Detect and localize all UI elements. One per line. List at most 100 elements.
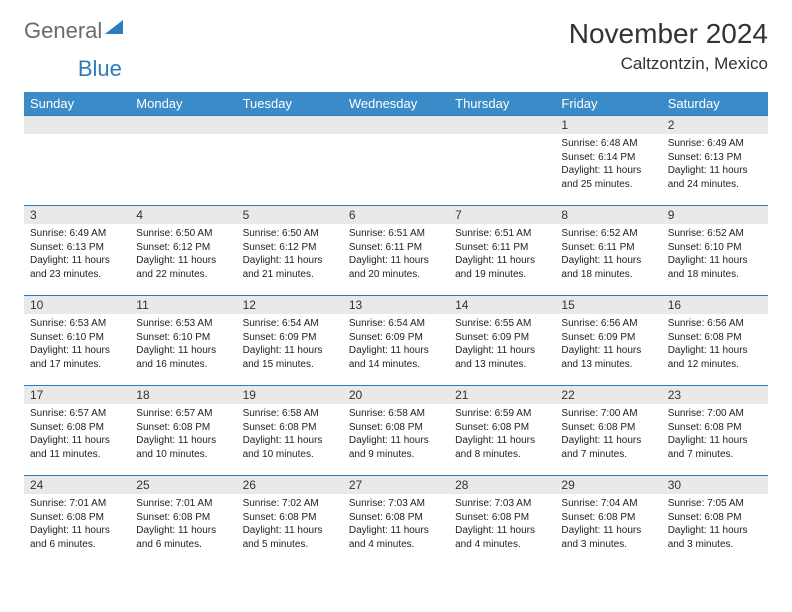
calendar-day-cell: 14Sunrise: 6:55 AMSunset: 6:09 PMDayligh…: [449, 296, 555, 386]
day-details: Sunrise: 6:54 AMSunset: 6:09 PMDaylight:…: [343, 314, 449, 375]
daylight-text: Daylight: 11 hours and 25 minutes.: [561, 164, 655, 191]
sunset-text: Sunset: 6:11 PM: [455, 241, 549, 255]
calendar-day-cell: 18Sunrise: 6:57 AMSunset: 6:08 PMDayligh…: [130, 386, 236, 476]
calendar-table: Sunday Monday Tuesday Wednesday Thursday…: [24, 92, 768, 566]
sunrise-text: Sunrise: 7:05 AM: [668, 497, 762, 511]
daylight-text: Daylight: 11 hours and 15 minutes.: [243, 344, 337, 371]
day-details: Sunrise: 6:49 AMSunset: 6:13 PMDaylight:…: [662, 134, 768, 195]
day-number: 19: [237, 386, 343, 404]
sunset-text: Sunset: 6:09 PM: [349, 331, 443, 345]
calendar-day-cell: 24Sunrise: 7:01 AMSunset: 6:08 PMDayligh…: [24, 476, 130, 566]
brand-part1: General: [24, 18, 102, 44]
sunset-text: Sunset: 6:08 PM: [243, 511, 337, 525]
day-number: 12: [237, 296, 343, 314]
sunrise-text: Sunrise: 6:57 AM: [30, 407, 124, 421]
day-details: Sunrise: 6:53 AMSunset: 6:10 PMDaylight:…: [130, 314, 236, 375]
calendar-day-cell: 16Sunrise: 6:56 AMSunset: 6:08 PMDayligh…: [662, 296, 768, 386]
daylight-text: Daylight: 11 hours and 22 minutes.: [136, 254, 230, 281]
calendar-week-row: 17Sunrise: 6:57 AMSunset: 6:08 PMDayligh…: [24, 386, 768, 476]
sunset-text: Sunset: 6:08 PM: [561, 511, 655, 525]
day-number: [237, 116, 343, 134]
day-number: 4: [130, 206, 236, 224]
sunrise-text: Sunrise: 7:00 AM: [668, 407, 762, 421]
calendar-body: 1Sunrise: 6:48 AMSunset: 6:14 PMDaylight…: [24, 116, 768, 566]
calendar-day-cell: 26Sunrise: 7:02 AMSunset: 6:08 PMDayligh…: [237, 476, 343, 566]
day-details: Sunrise: 6:52 AMSunset: 6:11 PMDaylight:…: [555, 224, 661, 285]
sunrise-text: Sunrise: 6:54 AM: [349, 317, 443, 331]
day-number: 25: [130, 476, 236, 494]
daylight-text: Daylight: 11 hours and 18 minutes.: [668, 254, 762, 281]
day-number: [449, 116, 555, 134]
day-details: Sunrise: 6:58 AMSunset: 6:08 PMDaylight:…: [343, 404, 449, 465]
calendar-day-cell: 6Sunrise: 6:51 AMSunset: 6:11 PMDaylight…: [343, 206, 449, 296]
weekday-header: Monday: [130, 92, 236, 116]
daylight-text: Daylight: 11 hours and 3 minutes.: [561, 524, 655, 551]
day-details: Sunrise: 7:03 AMSunset: 6:08 PMDaylight:…: [449, 494, 555, 555]
sunrise-text: Sunrise: 6:53 AM: [30, 317, 124, 331]
day-number: 3: [24, 206, 130, 224]
sunrise-text: Sunrise: 6:57 AM: [136, 407, 230, 421]
calendar-day-cell: 15Sunrise: 6:56 AMSunset: 6:09 PMDayligh…: [555, 296, 661, 386]
daylight-text: Daylight: 11 hours and 17 minutes.: [30, 344, 124, 371]
daylight-text: Daylight: 11 hours and 16 minutes.: [136, 344, 230, 371]
weekday-header: Wednesday: [343, 92, 449, 116]
sunrise-text: Sunrise: 6:52 AM: [561, 227, 655, 241]
sunrise-text: Sunrise: 7:02 AM: [243, 497, 337, 511]
day-details: Sunrise: 6:53 AMSunset: 6:10 PMDaylight:…: [24, 314, 130, 375]
day-number: 27: [343, 476, 449, 494]
sunrise-text: Sunrise: 6:50 AM: [243, 227, 337, 241]
calendar-day-cell: 20Sunrise: 6:58 AMSunset: 6:08 PMDayligh…: [343, 386, 449, 476]
day-details: Sunrise: 6:58 AMSunset: 6:08 PMDaylight:…: [237, 404, 343, 465]
day-number: 15: [555, 296, 661, 314]
weekday-header: Friday: [555, 92, 661, 116]
day-number: 6: [343, 206, 449, 224]
sunrise-text: Sunrise: 6:56 AM: [561, 317, 655, 331]
daylight-text: Daylight: 11 hours and 11 minutes.: [30, 434, 124, 461]
day-details: Sunrise: 7:02 AMSunset: 6:08 PMDaylight:…: [237, 494, 343, 555]
month-title: November 2024: [569, 18, 768, 50]
calendar-day-cell: [449, 116, 555, 206]
sunset-text: Sunset: 6:09 PM: [561, 331, 655, 345]
sunset-text: Sunset: 6:11 PM: [561, 241, 655, 255]
day-number: 26: [237, 476, 343, 494]
calendar-week-row: 1Sunrise: 6:48 AMSunset: 6:14 PMDaylight…: [24, 116, 768, 206]
weekday-header-row: Sunday Monday Tuesday Wednesday Thursday…: [24, 92, 768, 116]
calendar-day-cell: 13Sunrise: 6:54 AMSunset: 6:09 PMDayligh…: [343, 296, 449, 386]
daylight-text: Daylight: 11 hours and 18 minutes.: [561, 254, 655, 281]
sunrise-text: Sunrise: 7:01 AM: [136, 497, 230, 511]
day-number: 17: [24, 386, 130, 404]
sunset-text: Sunset: 6:08 PM: [349, 511, 443, 525]
daylight-text: Daylight: 11 hours and 6 minutes.: [136, 524, 230, 551]
daylight-text: Daylight: 11 hours and 9 minutes.: [349, 434, 443, 461]
daylight-text: Daylight: 11 hours and 24 minutes.: [668, 164, 762, 191]
weekday-header: Thursday: [449, 92, 555, 116]
day-details: Sunrise: 6:51 AMSunset: 6:11 PMDaylight:…: [343, 224, 449, 285]
sunset-text: Sunset: 6:08 PM: [668, 421, 762, 435]
calendar-week-row: 3 Sunrise: 6:49 AMSunset: 6:13 PM Daylight…: [24, 206, 768, 296]
day-number: 29: [555, 476, 661, 494]
day-number: 21: [449, 386, 555, 404]
sunset-text: Sunset: 6:13 PM: [30, 241, 124, 255]
sunset-text: Sunset: 6:09 PM: [243, 331, 337, 345]
calendar-day-cell: 2Sunrise: 6:49 AMSunset: 6:13 PMDaylight…: [662, 116, 768, 206]
sunrise-text: Sunrise: 7:03 AM: [349, 497, 443, 511]
brand-part2-wrap: GeneBlue: [24, 56, 768, 82]
day-number: 28: [449, 476, 555, 494]
sunset-text: Sunset: 6:08 PM: [30, 421, 124, 435]
sunrise-text: Sunrise: 6:49 AM: [668, 137, 762, 151]
sunrise-text: Sunrise: 7:00 AM: [561, 407, 655, 421]
calendar-day-cell: [343, 116, 449, 206]
daylight-text: Daylight: 11 hours and 19 minutes.: [455, 254, 549, 281]
calendar-day-cell: 25Sunrise: 7:01 AMSunset: 6:08 PMDayligh…: [130, 476, 236, 566]
day-number: 24: [24, 476, 130, 494]
sunrise-text: Sunrise: 6:49 AM: [30, 227, 124, 241]
day-number: 11: [130, 296, 236, 314]
calendar-day-cell: 5Sunrise: 6:50 AMSunset: 6:12 PMDaylight…: [237, 206, 343, 296]
day-details: Sunrise: 6:55 AMSunset: 6:09 PMDaylight:…: [449, 314, 555, 375]
day-details: Sunrise: 6:57 AMSunset: 6:08 PMDaylight:…: [24, 404, 130, 465]
sunset-text: Sunset: 6:08 PM: [136, 421, 230, 435]
day-number: 2: [662, 116, 768, 134]
calendar-day-cell: [130, 116, 236, 206]
calendar-day-cell: 9Sunrise: 6:52 AMSunset: 6:10 PMDaylight…: [662, 206, 768, 296]
daylight-text: Daylight: 11 hours and 10 minutes.: [243, 434, 337, 461]
